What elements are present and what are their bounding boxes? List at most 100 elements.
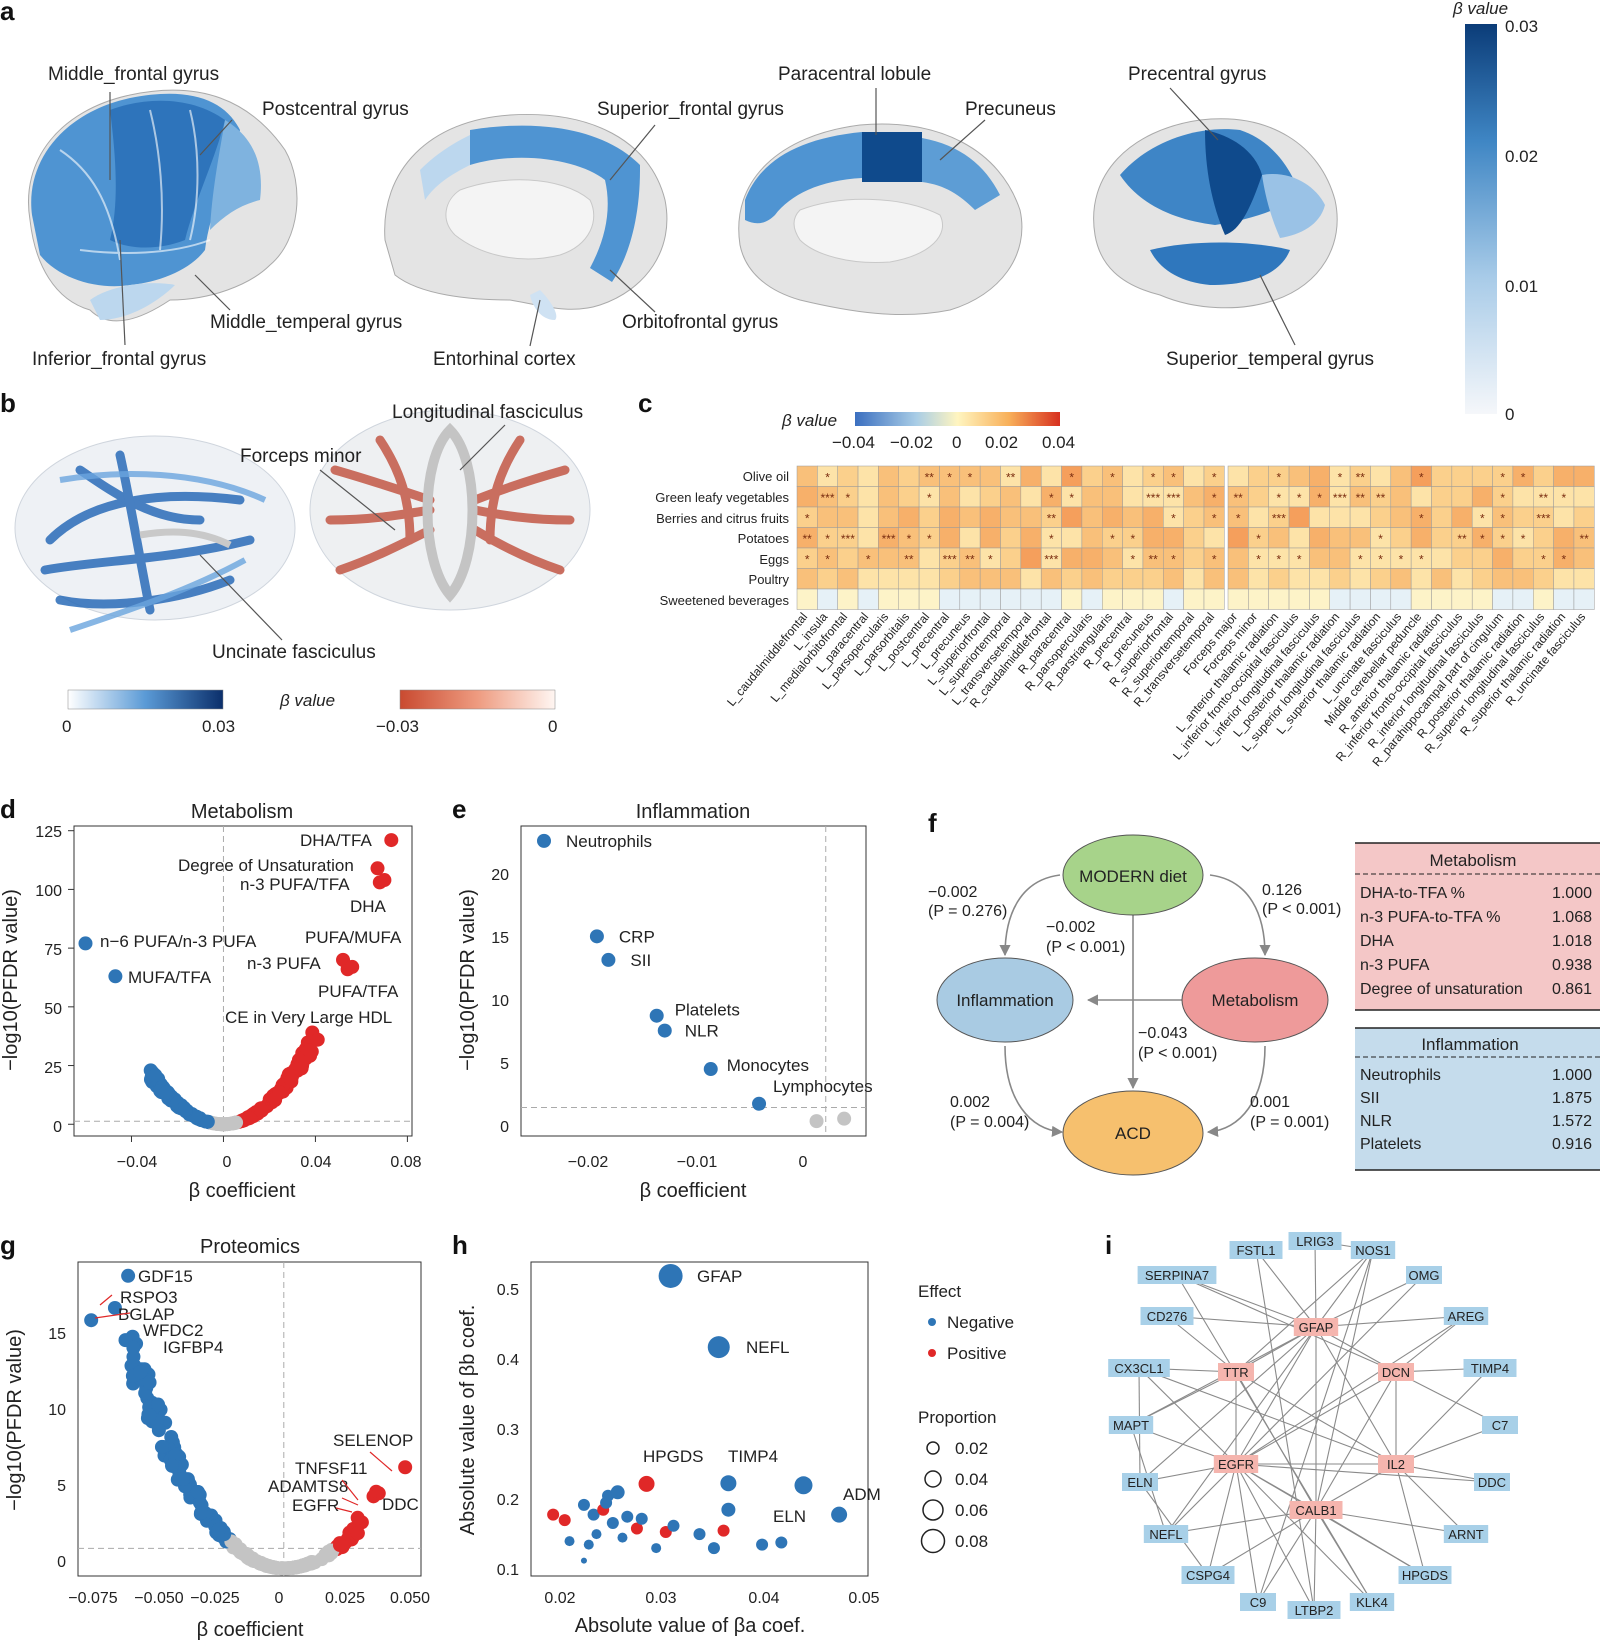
heatmap-cell	[959, 486, 981, 508]
heatmap-cell	[959, 568, 981, 590]
chart-e-point	[601, 952, 616, 967]
chart-d-point-label: MUFA/TFA	[128, 968, 212, 987]
chart-e-point-label: CRP	[619, 927, 655, 946]
heatmap-cell	[1061, 506, 1083, 528]
metabolism-table: Metabolism DHA-to-TFA % 1.000 n-3 PUFA-t…	[1355, 842, 1600, 1011]
heatmap-cell	[1370, 506, 1392, 528]
legend-prop-006: 0.06	[955, 1501, 988, 1520]
heatmap-star: *	[968, 470, 973, 484]
heatmap-cell	[1288, 568, 1310, 590]
chart-e-points: Neutrophils CRP SII Platelets NLR Monocytes Ly…	[521, 826, 873, 1136]
network-node-label-eln: ELN	[1127, 1475, 1152, 1490]
heatmap-star: *	[1151, 470, 1156, 484]
heatmap-cell	[1553, 568, 1575, 590]
heatmap-cell	[1183, 588, 1205, 610]
heatmap-star: *	[1212, 511, 1217, 525]
heatmap-cell	[1020, 506, 1042, 528]
chart-d-labeled-point	[345, 959, 360, 974]
heatmap-star: *	[1110, 532, 1115, 546]
inflammation-row-2-value: 1.572	[1552, 1113, 1592, 1130]
chart-h-frame	[530, 1261, 869, 1577]
heatmap-cell	[1370, 568, 1392, 590]
heatmap-star: *	[1500, 511, 1505, 525]
heatmap-star: *	[988, 552, 993, 566]
chart-e-point	[649, 1008, 664, 1023]
chart-h-point	[587, 1508, 600, 1521]
network-node-nefl	[1143, 1525, 1189, 1543]
chart-d-ytick-4: 100	[35, 883, 62, 900]
chart-d-point	[272, 1085, 287, 1100]
chart-h-point	[580, 1557, 587, 1564]
tract-lateral-view	[14, 435, 296, 633]
heatmap-star: ***	[821, 491, 835, 505]
heatmap-cell	[1573, 506, 1595, 528]
heatmap-cell	[1102, 486, 1123, 508]
chart-h-point	[600, 1496, 613, 1509]
chart-g-point	[332, 1538, 347, 1553]
heatmap-cell	[1288, 506, 1310, 528]
metabolism-row-1-name: n-3 PUFA-to-TFA %	[1360, 909, 1500, 926]
chart-g-point	[142, 1375, 157, 1390]
heatmap-cell	[1000, 527, 1022, 549]
chart-h-point	[658, 1263, 683, 1288]
chart-e-point	[703, 1062, 718, 1077]
heatmap-cell	[1142, 506, 1164, 528]
network-node-fstl1	[1229, 1241, 1283, 1259]
chart-d-xtick-2: 0.04	[300, 1154, 331, 1171]
heatmap-star: *	[1500, 491, 1505, 505]
chart-e-ytick-1: 5	[500, 1056, 509, 1073]
node-metabolism	[1181, 957, 1329, 1043]
heatmap-cell	[1268, 527, 1290, 549]
heatmap-cell	[817, 588, 838, 610]
chart-h-points: GFAP NEFL HPGDS TIMP4 ELN ADM	[547, 1263, 881, 1564]
heatmap-cell	[1370, 588, 1392, 610]
network-node-label-fstl1: FSTL1	[1236, 1243, 1275, 1258]
heatmap-cell	[918, 568, 940, 590]
heatmap-cell	[1183, 568, 1205, 590]
inflammation-table-bg	[1355, 1028, 1600, 1170]
chart-d-point-label: PUFA/TFA	[318, 982, 399, 1001]
heatmap-cell	[939, 486, 961, 508]
heatmap-cell	[1081, 588, 1103, 610]
chart-e-point-label: Monocytes	[727, 1056, 809, 1075]
heatmap-star: **	[1006, 470, 1016, 484]
heatmap-row-5: Poultry	[749, 572, 790, 587]
heatmap-cell	[1081, 547, 1103, 569]
network-node-label-cd276: CD276	[1147, 1309, 1187, 1324]
chart-g-leader	[371, 1496, 379, 1503]
heatmap-star: *	[1480, 532, 1485, 546]
network-node-label-arnt: ARNT	[1448, 1527, 1483, 1542]
panel-letter-c: c	[638, 388, 652, 418]
chart-g-xtick-3: 0	[275, 1590, 284, 1607]
colorbar-b-blue-max: 0.03	[202, 717, 235, 736]
heatmap-star: *	[1236, 511, 1241, 525]
chart-h-point	[558, 1514, 571, 1527]
chart-h-point	[756, 1538, 769, 1551]
network-node-nos1	[1350, 1241, 1396, 1259]
heatmap-cell	[1533, 588, 1554, 610]
chart-e-ytick-4: 20	[491, 867, 509, 884]
chart-h-point	[583, 1539, 594, 1550]
heatmap-cell	[1329, 588, 1351, 610]
network-node-label-mapt: MAPT	[1113, 1418, 1149, 1433]
chart-h-point	[635, 1512, 648, 1525]
chart-d-point-label: n-3 PUFA	[247, 954, 321, 973]
chart-h-point	[630, 1522, 643, 1535]
network-edge	[1314, 1240, 1317, 1328]
chart-e-point	[537, 833, 551, 848]
heatmap-star: ***	[1333, 491, 1347, 505]
heatmap-star: *	[805, 552, 810, 566]
heatmap-cell	[959, 527, 981, 549]
chart-h-ylabel: Absolute value of βb coef.	[457, 1305, 479, 1536]
metabolism-row-4-value: 0.861	[1552, 981, 1592, 998]
node-acd	[1062, 1090, 1204, 1176]
network-edge	[1207, 1463, 1237, 1576]
metabolism-row-2-value: 1.018	[1552, 933, 1592, 950]
network-node-label-ltbp2: LTBP2	[1295, 1603, 1334, 1618]
heatmap-cell	[1309, 506, 1331, 528]
chart-h-point	[591, 1529, 602, 1540]
path-diet-acd-p: (P < 0.001)	[1138, 1045, 1217, 1062]
network-node-omg	[1406, 1266, 1442, 1284]
network-node-cspg4	[1181, 1566, 1235, 1584]
